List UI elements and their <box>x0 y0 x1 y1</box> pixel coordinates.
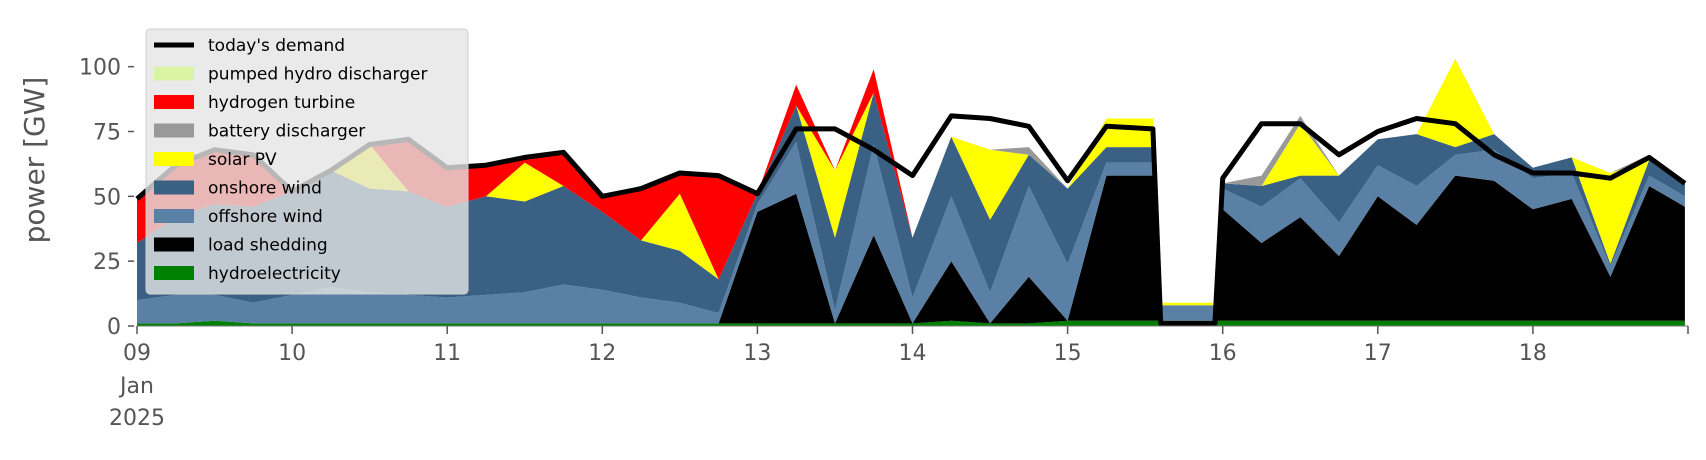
x-tick-label: 18 <box>1519 341 1547 366</box>
legend-label-load-shedding: load shedding <box>208 236 328 256</box>
x-tick-label: 10 <box>278 341 306 366</box>
legend-label-hydrogen-turbine: hydrogen turbine <box>208 93 355 113</box>
legend-label-pumped-hydro-discharger: pumped hydro discharger <box>208 65 427 85</box>
x-tick-sublabel: 2025 <box>109 406 165 431</box>
y-tick-label: 75 <box>93 121 121 146</box>
legend-label-onshore-wind: onshore wind <box>208 179 322 199</box>
legend-label-solar-pv: solar PV <box>208 150 277 170</box>
legend-label-hydroelectricity: hydroelectricity <box>208 264 341 284</box>
legend-swatch-offshore-wind <box>154 209 194 223</box>
area-battery-discharger <box>137 58 1685 303</box>
area-offshore-wind <box>137 141 1685 324</box>
legend-swatch-solar-pv <box>154 152 194 166</box>
legend-swatch-onshore-wind <box>154 180 194 195</box>
x-tick-label: 11 <box>433 341 461 366</box>
axes: 0 25 50 75 100 09 10 11 12 13 14 15 16 17 18 Jan 2025 <box>79 56 1689 431</box>
x-tick-label: 12 <box>588 341 616 366</box>
y-tick-label: 0 <box>107 315 121 340</box>
x-tick-sublabel: Jan <box>118 374 154 399</box>
x-tick-label: 14 <box>899 341 927 366</box>
y-tick-label: 50 <box>93 185 121 210</box>
x-tick-label: 17 <box>1364 341 1392 366</box>
legend-box <box>145 28 469 295</box>
legend-swatch-load-shedding <box>154 237 194 252</box>
y-axis-label: power [GW] <box>18 77 51 244</box>
y-tick-label: 25 <box>93 250 121 275</box>
legend-label-battery-discharger: battery discharger <box>208 122 365 142</box>
area-load-shedding <box>137 175 1685 324</box>
x-tick-label: 15 <box>1054 341 1082 366</box>
legend-swatch-hydrogen-turbine <box>154 95 194 109</box>
legend-label-today-s-demand: today's demand <box>208 36 345 56</box>
area-onshore-wind <box>137 92 1685 313</box>
x-tick-label: 16 <box>1209 341 1237 366</box>
x-tick-label: 13 <box>743 341 771 366</box>
legend-swatch-pumped-hydro-discharger <box>154 66 194 81</box>
x-tick-label: 09 <box>123 341 151 366</box>
legend-swatch-hydroelectricity <box>154 266 194 280</box>
legend-swatch-battery-discharger <box>154 123 194 138</box>
y-tick-label: 100 <box>79 56 121 81</box>
legend-label-offshore-wind: offshore wind <box>208 207 323 227</box>
legend: today's demand pumped hydro discharger hyd… <box>145 28 469 295</box>
